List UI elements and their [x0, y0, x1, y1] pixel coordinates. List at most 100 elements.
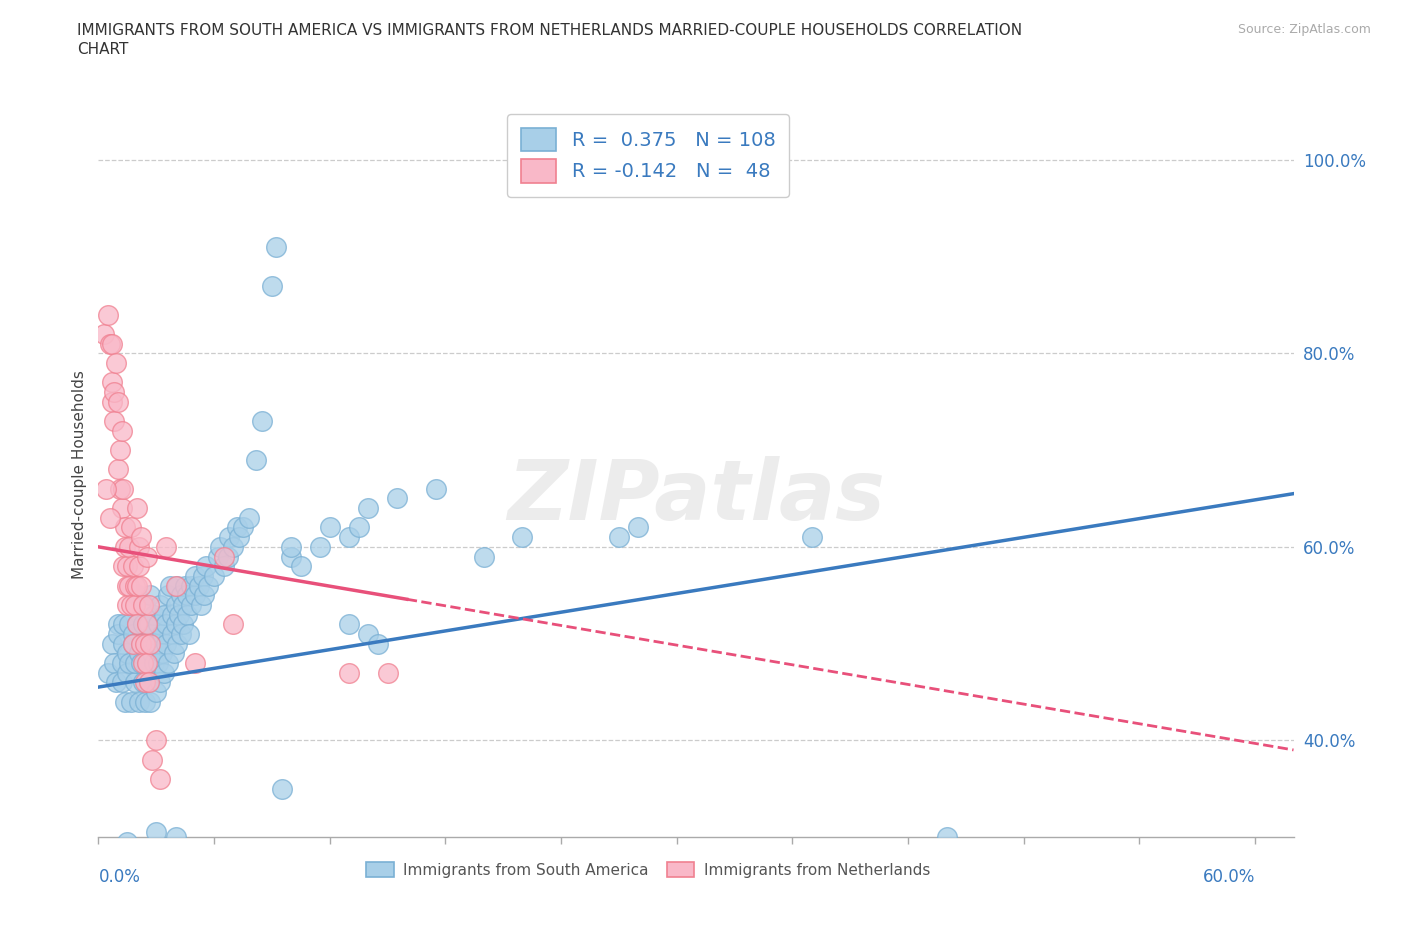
Point — [280, 549, 302, 564]
Point — [170, 588, 193, 603]
Point — [124, 597, 146, 612]
Point — [337, 665, 360, 680]
Point — [176, 588, 198, 603]
Point — [103, 414, 125, 429]
Point — [159, 578, 181, 593]
Point — [128, 559, 150, 574]
Point — [337, 617, 360, 631]
Point — [252, 414, 274, 429]
Text: IMMIGRANTS FROM SOUTH AMERICA VS IMMIGRANTS FROM NETHERLANDS MARRIED-COUPLE HOUS: IMMIGRANTS FROM SOUTH AMERICA VS IMMIGRA… — [77, 23, 1022, 38]
Point — [222, 617, 245, 631]
Point — [238, 511, 260, 525]
Text: 0.0%: 0.0% — [98, 868, 141, 885]
Point — [148, 656, 170, 671]
Point — [112, 636, 135, 651]
Point — [125, 500, 148, 515]
Point — [165, 617, 187, 631]
Point — [222, 539, 245, 554]
Point — [118, 656, 141, 671]
Point — [160, 627, 183, 642]
Point — [207, 549, 229, 564]
Point — [264, 240, 287, 255]
Point — [112, 559, 135, 574]
Point — [122, 636, 145, 651]
Point — [180, 597, 202, 612]
Point — [155, 539, 177, 554]
Point — [117, 665, 139, 680]
Point — [172, 597, 194, 612]
Point — [120, 597, 142, 612]
Point — [110, 500, 132, 515]
Point — [132, 675, 155, 690]
Point — [110, 675, 132, 690]
Point — [139, 588, 162, 603]
Point — [149, 772, 172, 787]
Point — [166, 636, 188, 651]
Point — [228, 530, 250, 545]
Point — [101, 636, 124, 651]
Point — [135, 656, 157, 671]
Point — [191, 568, 214, 583]
Text: ZIPatlas: ZIPatlas — [508, 456, 884, 537]
Point — [97, 307, 120, 322]
Point — [280, 539, 302, 554]
Point — [108, 443, 131, 458]
Point — [117, 597, 139, 612]
Point — [187, 578, 209, 593]
Point — [124, 656, 146, 671]
Point — [208, 539, 231, 554]
Point — [141, 752, 163, 767]
Point — [260, 278, 283, 293]
Point — [117, 645, 139, 660]
Point — [195, 559, 218, 574]
Point — [148, 617, 170, 631]
Point — [212, 549, 235, 564]
Point — [98, 337, 121, 352]
Point — [118, 617, 141, 631]
Point — [184, 568, 207, 583]
Point — [139, 636, 162, 651]
Point — [184, 588, 207, 603]
Point — [145, 636, 167, 651]
Point — [425, 482, 447, 497]
Point — [138, 675, 160, 690]
Legend: Immigrants from South America, Immigrants from Netherlands: Immigrants from South America, Immigrant… — [360, 856, 936, 884]
Point — [104, 675, 127, 690]
Point — [118, 539, 141, 554]
Point — [180, 578, 202, 593]
Point — [122, 627, 145, 642]
Point — [193, 588, 215, 603]
Point — [107, 462, 129, 477]
Point — [125, 588, 148, 603]
Point — [110, 656, 132, 671]
Point — [122, 559, 145, 574]
Point — [108, 482, 131, 497]
Point — [162, 645, 184, 660]
Point — [145, 733, 167, 748]
Point — [98, 511, 121, 525]
Point — [160, 607, 183, 622]
Point — [132, 597, 155, 612]
Point — [141, 645, 163, 660]
Point — [226, 520, 249, 535]
Point — [135, 549, 157, 564]
Point — [165, 578, 187, 593]
Point — [149, 675, 172, 690]
Point — [101, 394, 124, 409]
Point — [627, 520, 650, 535]
Point — [112, 617, 135, 631]
Point — [110, 423, 132, 438]
Point — [103, 656, 125, 671]
Point — [129, 656, 152, 671]
Point — [117, 834, 139, 849]
Point — [150, 627, 173, 642]
Point — [170, 627, 193, 642]
Point — [135, 636, 157, 651]
Point — [155, 636, 177, 651]
Point — [128, 694, 150, 709]
Point — [132, 656, 155, 671]
Point — [347, 520, 370, 535]
Point — [139, 694, 162, 709]
Point — [337, 530, 360, 545]
Point — [129, 578, 152, 593]
